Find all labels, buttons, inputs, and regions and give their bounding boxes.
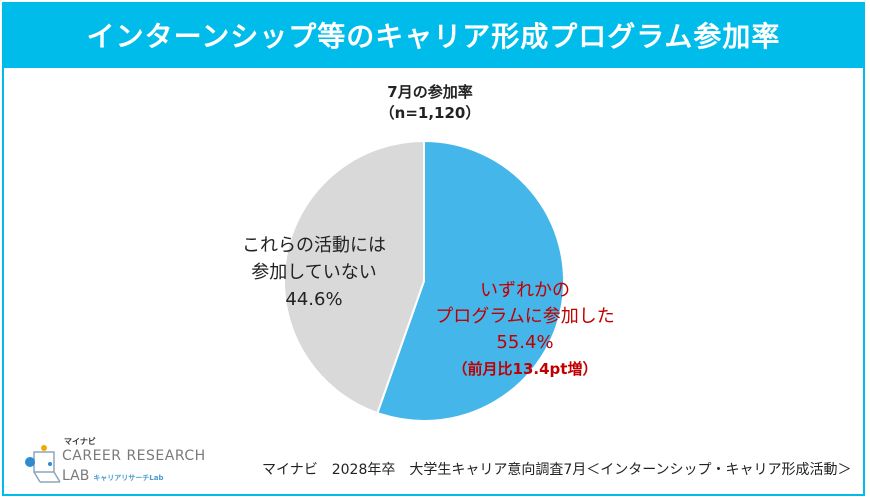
slice-note: （前月比13.4pt増） xyxy=(452,360,598,378)
logo-brand: マイナビ xyxy=(64,437,96,446)
pie-subtitle: （n=1,120） xyxy=(379,104,481,122)
chart-title: インターンシップ等のキャリア形成プログラム参加率 xyxy=(2,2,865,68)
slice-label-participated: いずれかの プログラムに参加した 55.4% （前月比13.4pt増） xyxy=(425,278,625,382)
slice-label-line: 参加していない xyxy=(251,262,377,283)
slice-label-line: プログラムに参加した xyxy=(435,306,615,327)
pie-caption: 7月の参加率 （n=1,120） xyxy=(330,82,530,124)
pie-slice-not-participated xyxy=(283,139,425,415)
logo-line1: CAREER RESEARCH xyxy=(62,448,206,464)
slice-label-line: いずれかの xyxy=(480,280,570,301)
source-note: マイナビ 2028年卒 大学生キャリア意向調査7月＜インターンシップ・キャリア形… xyxy=(262,462,852,478)
career-research-lab-logo: マイナビ CAREER RESEARCH LAB キャリアリサーチLab xyxy=(22,436,212,492)
pie-title: 7月の参加率 xyxy=(387,83,473,101)
logo-line2: LAB キャリアリサーチLab xyxy=(62,468,164,484)
slice-value: 55.4% xyxy=(496,332,554,353)
slice-label-line: これらの活動には xyxy=(242,235,386,256)
lab-logo-icon xyxy=(25,445,61,483)
slice-label-not-participated: これらの活動には 参加していない 44.6% xyxy=(228,232,400,313)
slice-value: 44.6% xyxy=(285,289,343,310)
logo-lab: LAB xyxy=(62,468,90,484)
logo-lab-jp: キャリアリサーチLab xyxy=(93,474,164,482)
